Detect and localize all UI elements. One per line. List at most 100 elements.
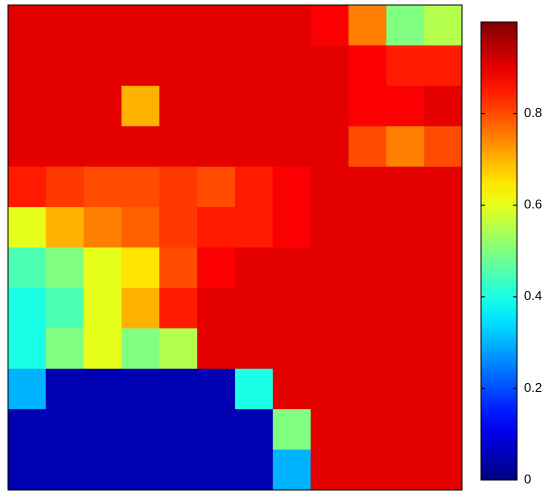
heatmap-cell [424, 287, 463, 329]
heatmap-cell [424, 368, 463, 410]
heatmap-cell [424, 409, 463, 451]
heatmap-cell [272, 45, 312, 87]
heatmap-cell [348, 166, 387, 208]
heatmap-cell [197, 287, 236, 329]
heatmap-cell [386, 449, 425, 491]
heatmap-cell [197, 85, 236, 127]
heatmap-cell [159, 45, 198, 87]
heatmap-cell [235, 409, 274, 451]
heatmap-cell [310, 207, 349, 248]
heatmap-cell [235, 126, 274, 168]
heatmap-cell [45, 126, 85, 168]
heatmap-cell [8, 126, 47, 168]
heatmap-cell [121, 85, 160, 127]
heatmap-cell [45, 45, 85, 87]
heatmap-cell [348, 328, 387, 370]
heatmap-cell [310, 166, 349, 208]
heatmap-cell [348, 5, 387, 46]
heatmap-cell [386, 207, 425, 248]
heatmap-cell [8, 166, 47, 208]
heatmap-cell [8, 409, 47, 451]
heatmap-cell [348, 409, 387, 451]
heatmap-cell [310, 328, 349, 370]
heatmap-cell [83, 409, 122, 451]
heatmap-cell [272, 368, 312, 410]
heatmap-cell [197, 368, 236, 410]
heatmap-cell [121, 166, 160, 208]
heatmap-cell [121, 45, 160, 87]
heatmap-cell [197, 5, 236, 46]
heatmap-cell [159, 449, 198, 491]
heatmap-cell [386, 45, 425, 87]
heatmap-cell [121, 287, 160, 329]
heatmap-cell [197, 328, 236, 370]
heatmap-cell [386, 368, 425, 410]
heatmap-cell [235, 287, 274, 329]
heatmap-cell [45, 247, 85, 289]
heatmap-cell [8, 207, 47, 248]
heatmap-cell [197, 409, 236, 451]
heatmap-cell [8, 5, 47, 46]
heatmap-cell [45, 85, 85, 127]
heatmap-cell [386, 85, 425, 127]
heatmap-cell [159, 247, 198, 289]
heatmap-cell [348, 126, 387, 168]
heatmap-cell [235, 368, 274, 410]
heatmap-cell [197, 449, 236, 491]
heatmap-cell [235, 328, 274, 370]
heatmap-cell [83, 328, 122, 370]
heatmap-cell [121, 409, 160, 451]
heatmap-cell [83, 449, 122, 491]
heatmap-cell [348, 207, 387, 248]
heatmap-cell [310, 126, 349, 168]
heatmap-cell [424, 126, 463, 168]
heatmap-cell [386, 247, 425, 289]
heatmap-cell [159, 207, 198, 248]
heatmap-cell [424, 328, 463, 370]
heatmap-cell [121, 368, 160, 410]
heatmap-cell [197, 126, 236, 168]
heatmap-cell [45, 409, 85, 451]
heatmap-cell [83, 45, 122, 87]
heatmap-cell [272, 328, 312, 370]
heatmap-cell [83, 166, 122, 208]
heatmap-cell [272, 126, 312, 168]
heatmap-cell [386, 126, 425, 168]
heatmap-cell [197, 166, 236, 208]
heatmap-cell [310, 85, 349, 127]
heatmap-cell [235, 5, 274, 46]
heatmap-cell [272, 247, 312, 289]
heatmap-cell [310, 287, 349, 329]
heatmap-cell [121, 328, 160, 370]
heatmap-cell [235, 247, 274, 289]
heatmap-cell [386, 166, 425, 208]
plot-frame [7, 4, 463, 491]
heatmap-cell [348, 85, 387, 127]
heatmap-cell [121, 5, 160, 46]
heatmap-cell [45, 368, 85, 410]
heatmap-cell [8, 449, 47, 491]
heatmap-cell [386, 287, 425, 329]
heatmap-cell [197, 207, 236, 248]
heatmap-cell [310, 449, 349, 491]
heatmap-cell [8, 328, 47, 370]
heatmap-cell [310, 5, 349, 46]
heatmap-cell [45, 207, 85, 248]
heatmap-cell [159, 287, 198, 329]
heatmap-cell [83, 126, 122, 168]
heatmap-cell [159, 126, 198, 168]
heatmap-cell [197, 247, 236, 289]
colorbar-tick-label: 0.2 [524, 380, 542, 395]
heatmap-cell [83, 287, 122, 329]
heatmap-cell [310, 247, 349, 289]
heatmap-cell [424, 449, 463, 491]
heatmap-cell [272, 5, 312, 46]
heatmap-cell [235, 45, 274, 87]
heatmap-cell [272, 85, 312, 127]
heatmap-cell [159, 5, 198, 46]
heatmap-cell [121, 126, 160, 168]
heatmap-cell [235, 449, 274, 491]
colorbar-tick-label: 0.6 [524, 197, 542, 212]
heatmap-cell [272, 207, 312, 248]
